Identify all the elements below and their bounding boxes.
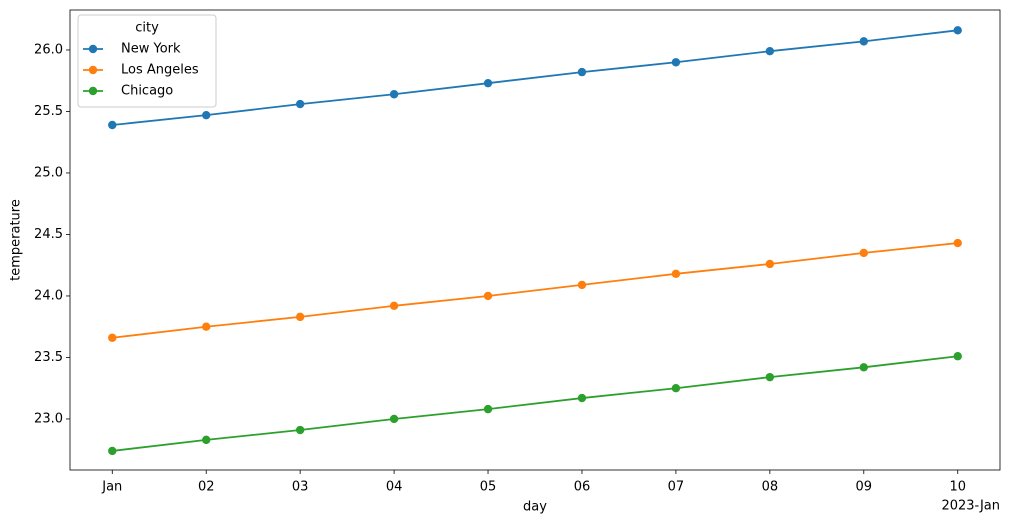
x-tick-label: 05 bbox=[480, 480, 497, 495]
x-tick-label: 04 bbox=[386, 480, 403, 495]
series-line bbox=[112, 29, 958, 126]
legend-box bbox=[77, 14, 217, 108]
data-point bbox=[577, 280, 587, 290]
y-tick-label: 23.5 bbox=[34, 350, 63, 365]
y-tick-label: 24.5 bbox=[34, 227, 63, 242]
data-point bbox=[953, 238, 962, 248]
x-tick-label: 08 bbox=[762, 480, 779, 495]
data-point bbox=[483, 291, 493, 301]
x-tick-label: 07 bbox=[668, 480, 685, 495]
data-point bbox=[953, 26, 962, 35]
data-point bbox=[859, 248, 868, 258]
data-point bbox=[577, 67, 587, 77]
plot-frame bbox=[69, 9, 1001, 471]
data-point bbox=[671, 384, 681, 393]
x-tick-label: 02 bbox=[198, 480, 215, 495]
x-tick-label: 03 bbox=[292, 480, 309, 495]
legend-marker bbox=[88, 86, 98, 96]
data-point bbox=[295, 99, 305, 109]
data-point bbox=[202, 435, 211, 445]
legend-label: Chicago bbox=[121, 84, 173, 99]
legend-title: city bbox=[135, 21, 159, 36]
data-point bbox=[859, 37, 868, 46]
data-point bbox=[483, 404, 493, 414]
data-point bbox=[483, 78, 493, 88]
legend-label: New York bbox=[121, 42, 181, 57]
x-offset-label: 2023-Jan bbox=[941, 499, 1000, 514]
data-point bbox=[108, 446, 117, 456]
x-tick-label: 09 bbox=[856, 480, 873, 495]
series-line bbox=[112, 355, 958, 452]
legend-marker bbox=[88, 65, 98, 75]
data-point bbox=[202, 110, 211, 120]
x-tick-label: 10 bbox=[949, 480, 966, 495]
data-point bbox=[671, 269, 681, 279]
data-point bbox=[108, 333, 117, 342]
y-tick-label: 25.0 bbox=[34, 165, 63, 180]
x-tick-label: 06 bbox=[574, 480, 591, 495]
data-point bbox=[859, 363, 868, 372]
data-point bbox=[202, 322, 211, 331]
data-point bbox=[295, 312, 305, 322]
data-point bbox=[108, 120, 117, 130]
data-point bbox=[671, 58, 681, 67]
data-point bbox=[389, 90, 399, 99]
data-point bbox=[765, 259, 775, 269]
legend-label: Los Angeles bbox=[121, 63, 199, 78]
y-tick-label: 25.5 bbox=[34, 104, 63, 119]
data-point bbox=[765, 47, 775, 56]
y-tick-label: 26.0 bbox=[34, 42, 63, 57]
legend-marker bbox=[88, 44, 98, 54]
series-line bbox=[112, 242, 958, 339]
data-point bbox=[765, 372, 775, 382]
x-tick-label: Jan bbox=[101, 480, 122, 495]
data-point bbox=[577, 393, 587, 403]
data-point bbox=[953, 352, 962, 361]
data-point bbox=[295, 425, 305, 435]
y-tick-label: 24.0 bbox=[34, 288, 63, 303]
data-point bbox=[389, 301, 399, 311]
y-axis-label: temperature bbox=[9, 199, 24, 281]
data-point bbox=[389, 414, 399, 424]
x-axis-label: day bbox=[523, 500, 547, 515]
y-tick-label: 23.0 bbox=[34, 411, 63, 426]
